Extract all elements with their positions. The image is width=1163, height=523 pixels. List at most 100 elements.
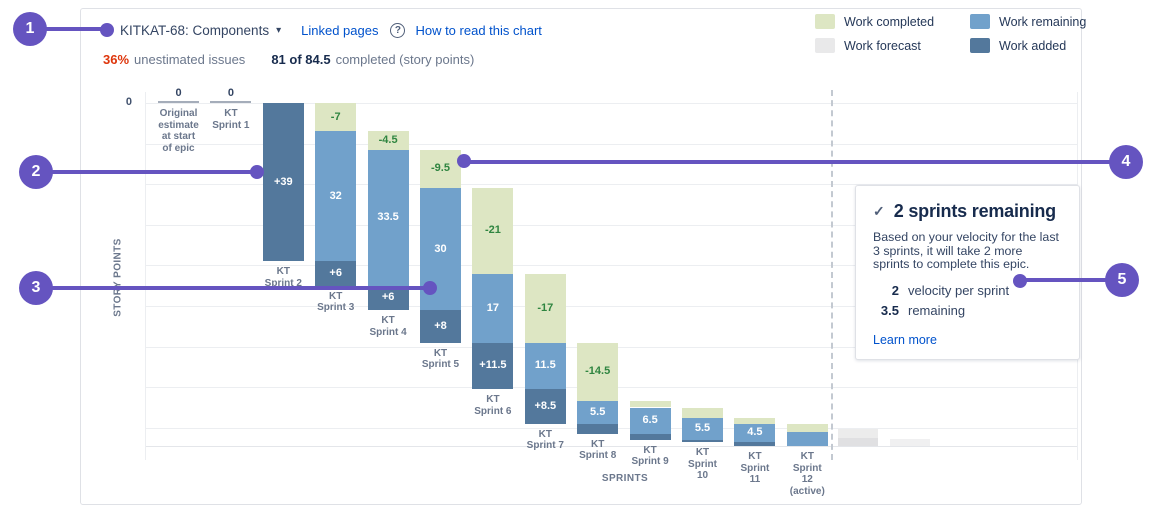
- bar-segment-work-added[interactable]: [262, 103, 304, 262]
- unestimated-label: unestimated issues: [134, 51, 246, 67]
- legend-item-work-added: Work added: [970, 38, 1120, 53]
- bar-segment-work-completed[interactable]: [367, 131, 409, 150]
- zero-marker-line: [210, 101, 252, 103]
- bar-segment-work-added[interactable]: [524, 389, 566, 424]
- legend-label: Work remaining: [999, 14, 1087, 29]
- forecast-bar: [890, 438, 930, 447]
- bar-segment-work-remaining[interactable]: [367, 149, 409, 286]
- bar-segment-work-added[interactable]: [315, 261, 357, 286]
- callout-dot-5: [1013, 274, 1027, 288]
- linked-pages-link[interactable]: Linked pages: [301, 22, 379, 38]
- unestimated-percentage: 36%: [103, 51, 130, 67]
- bar-segment-work-completed[interactable]: [524, 273, 566, 343]
- velocity-label: velocity per sprint: [908, 282, 1010, 298]
- bar-segment-work-completed[interactable]: [629, 401, 671, 408]
- bar-segment-work-completed[interactable]: [682, 407, 723, 418]
- callout-dot-3: [423, 281, 437, 295]
- bar-segment-work-remaining[interactable]: [786, 431, 828, 447]
- bar-segment-work-added[interactable]: [629, 433, 671, 440]
- sprint-label: KT Sprint 5: [421, 347, 460, 371]
- gridline: [145, 224, 1077, 226]
- bar-segment-work-remaining[interactable]: [315, 131, 357, 262]
- callout-circle-4: 4: [1109, 145, 1143, 179]
- bar-segment-work-remaining[interactable]: [629, 407, 671, 434]
- sprint-label: KT Sprint 11: [740, 451, 770, 486]
- summary-stats: 36% unestimated issues 81 of 84.5 comple…: [103, 51, 474, 67]
- gridline: [145, 103, 1077, 104]
- future-sprints-divider: [831, 90, 833, 460]
- panel-description: Based on your velocity for the last 3 sp…: [873, 230, 1059, 272]
- remaining-stat-row: 3.5 remaining: [873, 303, 1062, 318]
- bar-segment-work-added[interactable]: [420, 310, 461, 343]
- how-to-read-link[interactable]: How to read this chart: [415, 22, 542, 38]
- sprints-remaining-panel: ✓ 2 sprints remaining Based on your velo…: [855, 185, 1080, 360]
- bar-segment-work-remaining[interactable]: [472, 273, 514, 343]
- y-axis-line: [145, 92, 146, 461]
- bar-segment-work-added[interactable]: [734, 442, 776, 447]
- bar-segment-work-completed[interactable]: [577, 342, 619, 402]
- callout-circle-2: 2: [19, 155, 53, 189]
- check-icon: ✓: [873, 203, 885, 219]
- callout-circle-3: 3: [19, 271, 53, 305]
- epic-selector-dropdown[interactable]: KITKAT-68: Components ▾: [120, 23, 281, 38]
- forecast-bar: [838, 438, 878, 447]
- remaining-value: 3.5: [880, 302, 899, 318]
- bar-segment-work-added[interactable]: [472, 342, 514, 390]
- gridline: [145, 265, 1077, 267]
- legend-item-work-forecast: Work forecast: [815, 38, 970, 53]
- sprint-label: Original estimate at start of epic: [158, 108, 199, 154]
- callout-line-1: [45, 27, 107, 31]
- sprint-label: KT Sprint 9: [631, 444, 669, 468]
- bar-segment-work-completed[interactable]: [734, 417, 776, 424]
- callout-circle-1: 1: [13, 12, 47, 46]
- bar-segment-work-completed[interactable]: [472, 188, 514, 274]
- bar-segment-work-completed[interactable]: [420, 149, 461, 189]
- y-axis-zero-tick: 0: [125, 96, 132, 108]
- completed-points-value: 81 of 84.5: [271, 51, 331, 67]
- gridline: [145, 306, 1077, 307]
- callout-dot-2: [250, 165, 264, 179]
- sprint-label: KT Sprint 6: [474, 394, 512, 417]
- completed-points-label: completed (story points): [335, 51, 475, 67]
- bar-segment-work-remaining[interactable]: [734, 423, 776, 442]
- callout-dot-4: [457, 154, 471, 168]
- bar-segment-work-completed[interactable]: [786, 423, 828, 432]
- sprint-label: KT Sprint 4: [369, 315, 407, 338]
- legend-item-work-remaining: Work remaining: [970, 14, 1120, 29]
- sprint-label: KT Sprint 12 (active): [789, 451, 825, 497]
- bar-segment-work-remaining[interactable]: [524, 342, 566, 390]
- forecast-bar: [838, 429, 878, 439]
- velocity-value: 2: [891, 282, 899, 298]
- legend-label: Work added: [999, 38, 1067, 53]
- sprint-label: KT Sprint 7: [526, 428, 564, 452]
- help-icon[interactable]: ?: [390, 22, 406, 38]
- bar-segment-work-remaining[interactable]: [577, 401, 619, 424]
- callout-line-5: [1020, 278, 1107, 282]
- bar-segment-work-remaining[interactable]: [682, 417, 723, 440]
- bar-segment-work-added[interactable]: [577, 423, 619, 434]
- learn-more-link[interactable]: Learn more: [873, 332, 937, 347]
- zero-marker-value: 0: [175, 87, 182, 99]
- gridline: [145, 184, 1077, 186]
- callout-line-4: [464, 160, 1111, 164]
- remaining-label: remaining: [908, 302, 966, 318]
- panel-title: 2 sprints remaining: [893, 201, 1056, 221]
- work-forecast-swatch: [815, 38, 835, 53]
- x-axis-title: SPRINTS: [601, 473, 649, 484]
- y-axis-title: STORY POINTS: [112, 238, 124, 317]
- bar-segment-work-completed[interactable]: [315, 103, 357, 132]
- legend-label: Work completed: [844, 14, 935, 29]
- bar-segment-work-added[interactable]: [682, 439, 723, 442]
- gridline: [145, 143, 1077, 145]
- work-completed-swatch: [815, 14, 835, 29]
- callout-dot-1: [100, 23, 114, 37]
- callout-circle-5: 5: [1105, 263, 1139, 297]
- callout-line-2: [51, 170, 257, 174]
- work-remaining-swatch: [970, 14, 990, 29]
- epic-selector-label: KITKAT-68: Components: [120, 22, 270, 38]
- legend-label: Work forecast: [844, 38, 921, 53]
- sprint-label: KT Sprint 10: [688, 447, 717, 481]
- report-header: KITKAT-68: Components ▾ Linked pages ? H…: [120, 20, 542, 40]
- legend-item-work-completed: Work completed: [815, 14, 970, 29]
- sprint-label: KT Sprint 8: [579, 438, 617, 462]
